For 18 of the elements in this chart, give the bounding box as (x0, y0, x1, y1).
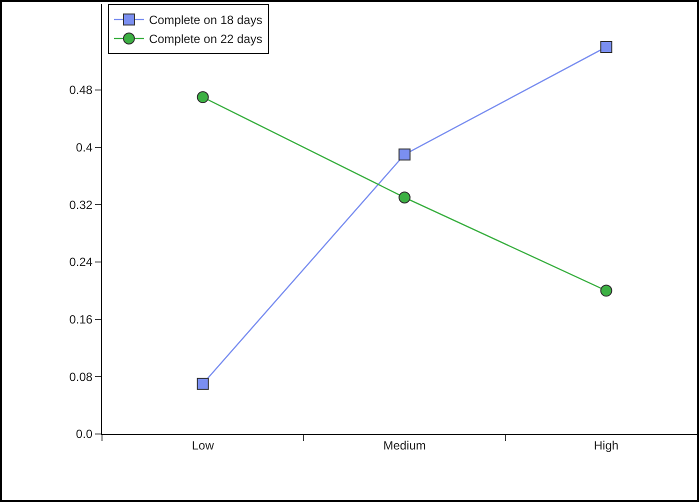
x-tick-label: High (594, 438, 619, 452)
point (600, 41, 612, 53)
y-tick-label: 0.16 (69, 312, 93, 327)
point (600, 284, 612, 297)
y-tick-label: 0.32 (69, 198, 93, 212)
point (398, 192, 411, 204)
x-tick-label: Low (192, 438, 214, 452)
y-tick-label: 0.0 (76, 427, 93, 442)
y-tick-label: 0.24 (69, 255, 93, 270)
legend-label: Complete on 22 days (148, 32, 262, 46)
y-tick-label: 0.48 (69, 83, 93, 98)
point (196, 378, 209, 390)
y-tick-label: 0.08 (69, 370, 93, 384)
point (196, 91, 209, 104)
point (398, 148, 411, 160)
x-tick-label: Medium (383, 438, 426, 452)
y-tick-label: 0.4 (76, 140, 93, 155)
legend-label: Complete on 18 days (148, 13, 262, 28)
